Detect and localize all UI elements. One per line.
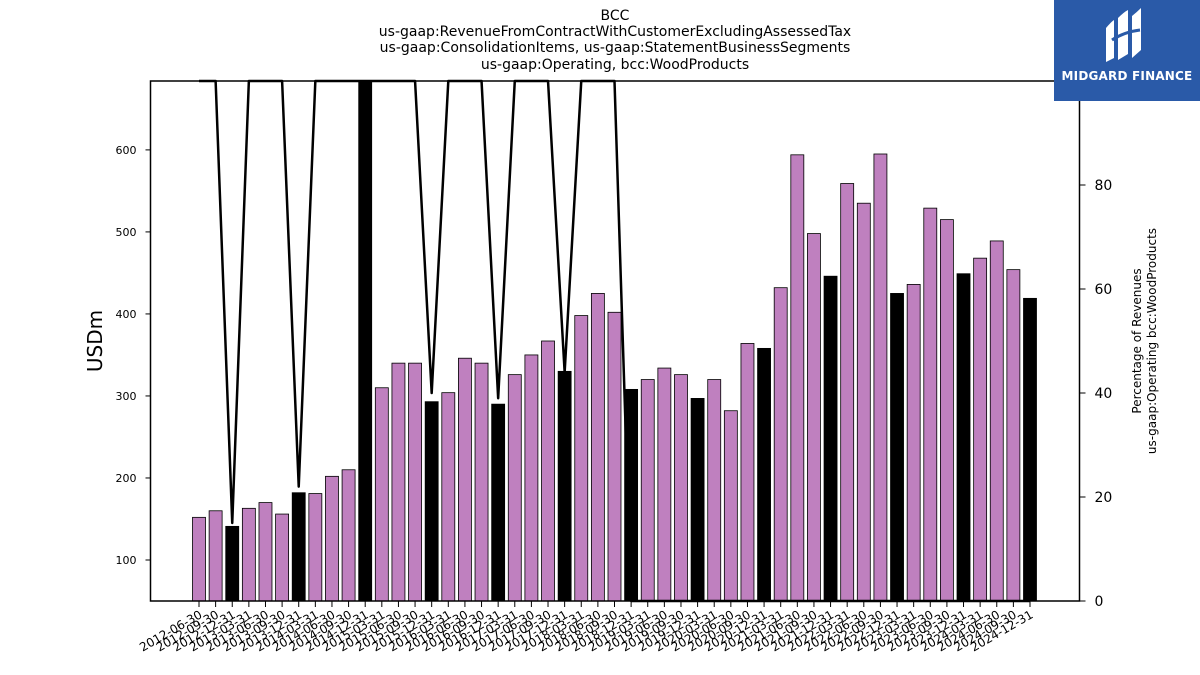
bar-quarter <box>192 516 206 602</box>
y2-tick-label: 40 <box>1095 386 1113 402</box>
bar-annual <box>690 398 705 602</box>
bar-quarter <box>507 374 522 602</box>
bar-quarter <box>574 315 589 602</box>
bar-quarter <box>707 379 722 602</box>
bar-quarter <box>408 362 422 602</box>
chart-title-line-4: us-gaap:Operating, bcc:WoodProducts <box>480 57 750 73</box>
y-tick-label: 200 <box>116 472 137 485</box>
bar-quarter <box>590 293 605 602</box>
y-tick-label: 500 <box>116 226 137 239</box>
bar-annual <box>424 401 439 602</box>
bar-quarter <box>524 354 539 602</box>
bar-quarter <box>674 374 688 602</box>
bar-quarter <box>790 154 805 602</box>
bar-annual <box>557 370 572 602</box>
bar-quarter <box>657 367 672 602</box>
bar-quarter <box>740 343 755 602</box>
chart-title-line-2: us-gaap:RevenueFromContractWithCustomerE… <box>378 24 852 40</box>
y2-axis-label-line-1: Percentage of Revenues <box>1130 268 1144 413</box>
bar-quarter <box>940 219 954 602</box>
bar-quarter <box>458 357 472 602</box>
y2-tick-label: 20 <box>1095 490 1113 506</box>
bar-annual <box>956 273 971 602</box>
bars-layer <box>192 80 1037 602</box>
y2-tick-label: 60 <box>1095 282 1113 298</box>
bar-quarter <box>840 183 855 602</box>
y-tick-label: 100 <box>116 554 137 567</box>
y2-axis: 020406080100 <box>1079 74 1121 610</box>
bar-annual <box>757 347 771 602</box>
bar-quarter <box>807 233 821 602</box>
bar-quarter <box>275 513 290 602</box>
bar-quarter <box>873 153 888 602</box>
bar-quarter <box>308 493 323 602</box>
bar-annual <box>225 525 240 602</box>
bar-quarter <box>723 410 738 602</box>
y-axis: 100 200 300 400 500 600 <box>116 144 151 567</box>
bar-quarter <box>441 392 456 602</box>
bar-quarter <box>1006 269 1021 602</box>
bar-quarter <box>923 207 938 602</box>
bar-quarter <box>906 284 921 602</box>
y-tick-label: 400 <box>116 308 137 321</box>
bar-quarter <box>474 362 489 602</box>
bar-quarter <box>640 379 655 602</box>
bar-quarter <box>856 202 871 602</box>
bar-quarter <box>258 502 273 602</box>
y-tick-label: 600 <box>116 144 137 157</box>
bar-quarter <box>391 362 406 602</box>
y2-axis-label-line-2: us-gaap:Operating bcc:WoodProducts <box>1145 228 1159 454</box>
midgard-finance-logo: MIDGARD FINANCE <box>1054 0 1200 101</box>
bar-quarter <box>989 240 1004 602</box>
bar-annual <box>291 492 306 602</box>
bar-quarter <box>208 510 223 602</box>
y-axis-label: USDm <box>83 310 107 372</box>
bar-annual <box>491 403 506 602</box>
bar-quarter <box>374 387 389 602</box>
logo-text: MIDGARD FINANCE <box>1061 69 1193 83</box>
x-axis: 2012-06-302012-09-302012-12-312013-03-31… <box>137 601 1036 654</box>
bar-quarter <box>973 257 988 602</box>
y2-tick-label: 80 <box>1095 178 1113 194</box>
chart-title-line-1: BCC <box>600 8 630 24</box>
bar-quarter <box>325 475 339 602</box>
y2-tick-label: 0 <box>1095 594 1104 610</box>
bar-quarter <box>541 340 555 602</box>
bar-annual <box>358 80 373 602</box>
bar-quarter <box>607 311 622 602</box>
y-tick-label: 300 <box>116 390 137 403</box>
chart-title-line-3: us-gaap:ConsolidationItems, us-gaap:Stat… <box>379 40 851 56</box>
midgard-logo-icon <box>1106 8 1141 62</box>
bar-quarter <box>341 469 356 602</box>
bar-quarter <box>241 507 256 602</box>
bar-annual <box>823 275 838 602</box>
bar-quarter <box>773 287 788 602</box>
bar-annual <box>1023 297 1037 602</box>
bar-annual <box>890 293 904 602</box>
